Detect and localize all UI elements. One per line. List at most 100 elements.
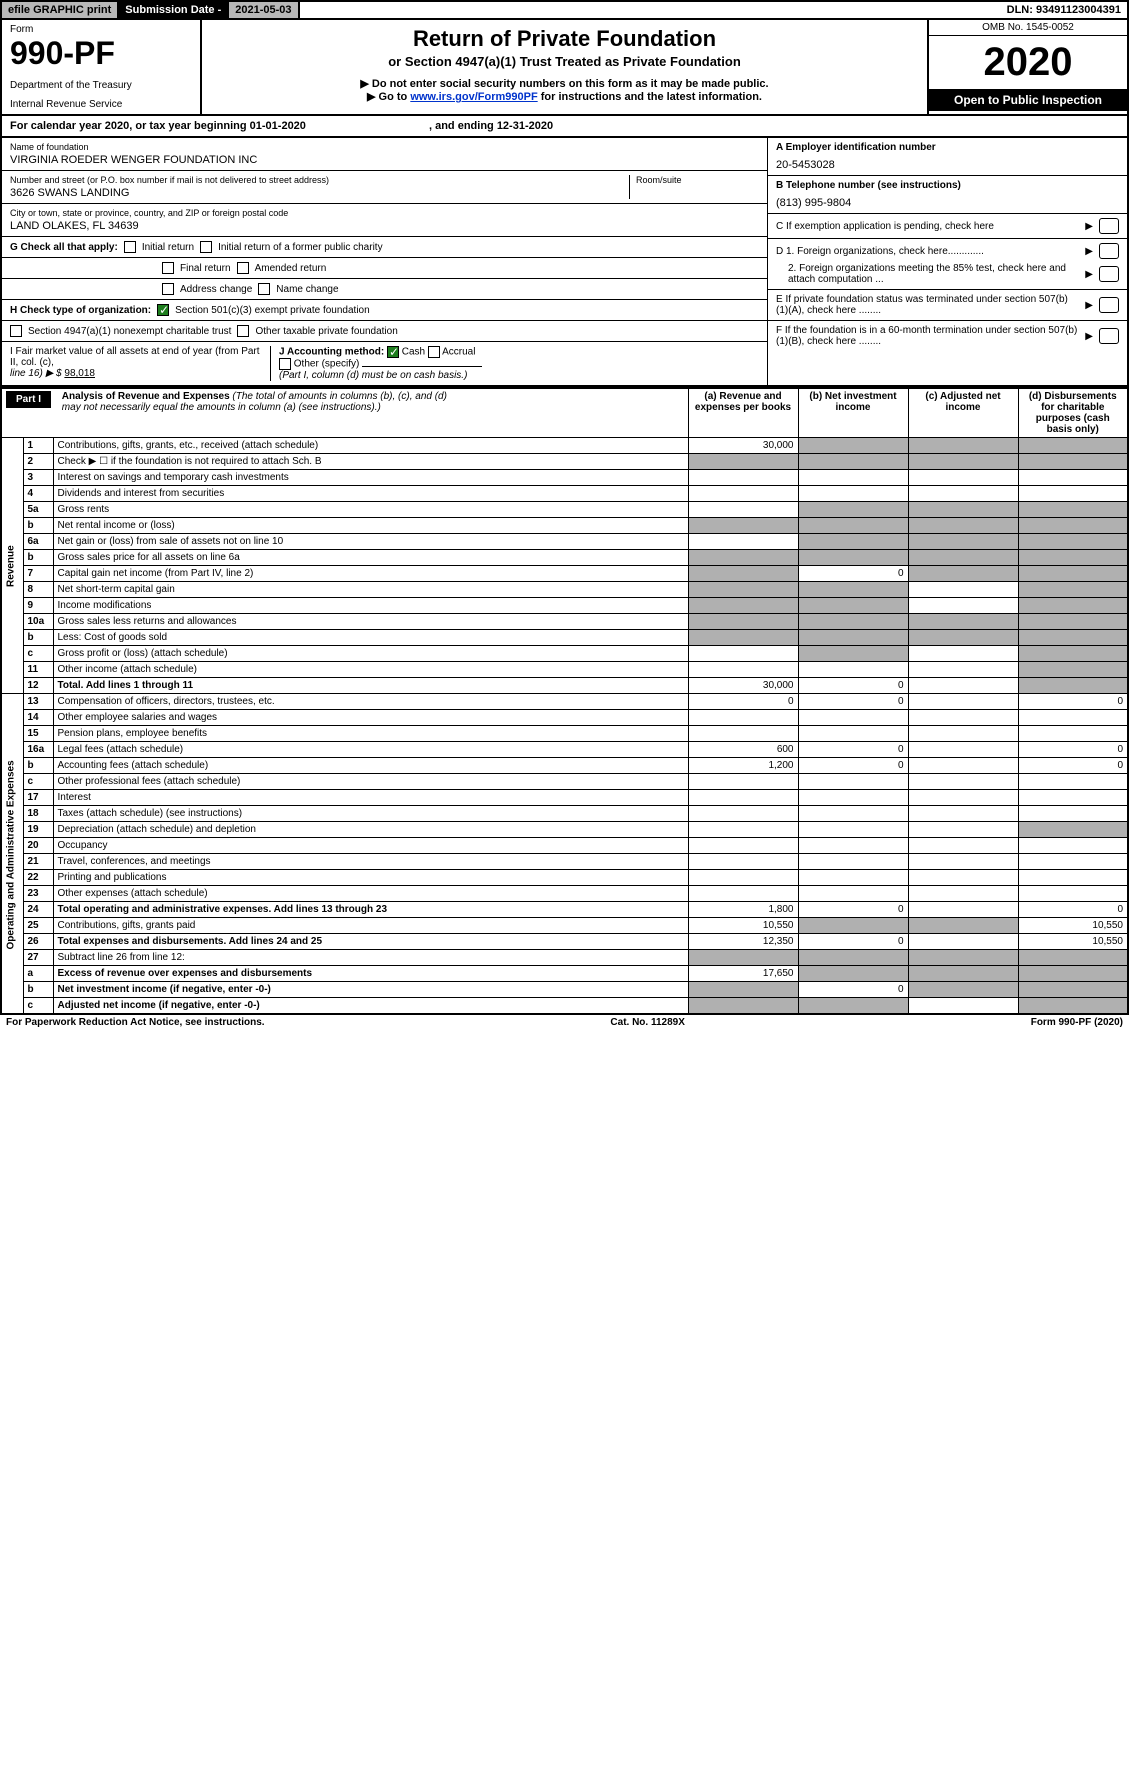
cell-a bbox=[688, 838, 798, 854]
row-number: 13 bbox=[23, 694, 53, 710]
cell-a bbox=[688, 710, 798, 726]
instr-1: ▶ Do not enter social security numbers o… bbox=[208, 77, 921, 90]
cell-c bbox=[908, 982, 1018, 998]
cell-c bbox=[908, 790, 1018, 806]
other-method-checkbox[interactable] bbox=[279, 358, 291, 370]
4947-checkbox[interactable] bbox=[10, 325, 22, 337]
efile-label: efile GRAPHIC print bbox=[2, 2, 119, 18]
instr-2: ▶ Go to www.irs.gov/Form990PF for instru… bbox=[208, 90, 921, 103]
other-taxable-checkbox[interactable] bbox=[237, 325, 249, 337]
city-label: City or town, state or province, country… bbox=[10, 208, 759, 218]
ein: 20-5453028 bbox=[776, 159, 1119, 171]
501c3-checkbox[interactable] bbox=[157, 304, 169, 316]
d1-checkbox[interactable] bbox=[1099, 243, 1119, 259]
cell-b bbox=[798, 774, 908, 790]
omb: OMB No. 1545-0052 bbox=[929, 20, 1127, 36]
cell-a bbox=[688, 582, 798, 598]
cell-b bbox=[798, 550, 908, 566]
cell-b bbox=[798, 582, 908, 598]
table-row: 16aLegal fees (attach schedule)60000 bbox=[1, 742, 1128, 758]
submission-date-value: 2021-05-03 bbox=[229, 2, 299, 18]
e-checkbox[interactable] bbox=[1099, 297, 1119, 313]
final-return-checkbox[interactable] bbox=[162, 262, 174, 274]
cell-c bbox=[908, 886, 1018, 902]
expenses-side-label: Operating and Administrative Expenses bbox=[1, 694, 23, 1015]
accrual-checkbox[interactable] bbox=[428, 346, 440, 358]
cell-b: 0 bbox=[798, 742, 908, 758]
row-label: Pension plans, employee benefits bbox=[53, 726, 688, 742]
identification-block: Name of foundation VIRGINIA ROEDER WENGE… bbox=[0, 138, 1129, 387]
c-label: C If exemption application is pending, c… bbox=[776, 221, 1079, 232]
room-label: Room/suite bbox=[636, 175, 759, 185]
g-check: G Check all that apply: Initial return I… bbox=[2, 237, 767, 258]
d2-checkbox[interactable] bbox=[1099, 266, 1119, 282]
cell-d bbox=[1018, 662, 1128, 678]
row-label: Dividends and interest from securities bbox=[53, 486, 688, 502]
cell-d bbox=[1018, 598, 1128, 614]
initial-return-checkbox[interactable] bbox=[124, 241, 136, 253]
cell-b bbox=[798, 838, 908, 854]
name-change-checkbox[interactable] bbox=[258, 283, 270, 295]
table-row: cOther professional fees (attach schedul… bbox=[1, 774, 1128, 790]
cell-a bbox=[688, 774, 798, 790]
row-number: 2 bbox=[23, 454, 53, 470]
row-label: Gross sales less returns and allowances bbox=[53, 614, 688, 630]
city: LAND OLAKES, FL 34639 bbox=[10, 220, 759, 232]
f-checkbox[interactable] bbox=[1099, 328, 1119, 344]
row-label: Capital gain net income (from Part IV, l… bbox=[53, 566, 688, 582]
irs-link[interactable]: www.irs.gov/Form990PF bbox=[410, 91, 537, 103]
cell-b: 0 bbox=[798, 566, 908, 582]
cell-a bbox=[688, 502, 798, 518]
j-block: J Accounting method: Cash Accrual Other … bbox=[270, 346, 759, 381]
cell-c bbox=[908, 950, 1018, 966]
cell-a bbox=[688, 822, 798, 838]
table-row: aExcess of revenue over expenses and dis… bbox=[1, 966, 1128, 982]
cell-b bbox=[798, 454, 908, 470]
table-row: 20Occupancy bbox=[1, 838, 1128, 854]
cell-d bbox=[1018, 982, 1128, 998]
cell-b bbox=[798, 534, 908, 550]
row-number: a bbox=[23, 966, 53, 982]
cell-d bbox=[1018, 502, 1128, 518]
row-label: Interest bbox=[53, 790, 688, 806]
cash-checkbox[interactable] bbox=[387, 346, 399, 358]
cell-a bbox=[688, 790, 798, 806]
footer-right: Form 990-PF (2020) bbox=[1031, 1017, 1123, 1028]
cell-d bbox=[1018, 950, 1128, 966]
cell-a: 30,000 bbox=[688, 438, 798, 454]
dln: DLN: 93491123004391 bbox=[1001, 2, 1127, 18]
cell-c bbox=[908, 934, 1018, 950]
table-row: 10aGross sales less returns and allowanc… bbox=[1, 614, 1128, 630]
c-checkbox[interactable] bbox=[1099, 218, 1119, 234]
row-number: 24 bbox=[23, 902, 53, 918]
row-number: 6a bbox=[23, 534, 53, 550]
address: 3626 SWANS LANDING bbox=[10, 187, 629, 199]
cell-b bbox=[798, 518, 908, 534]
irs: Internal Revenue Service bbox=[10, 99, 192, 110]
cell-c bbox=[908, 742, 1018, 758]
row-label: Subtract line 26 from line 12: bbox=[53, 950, 688, 966]
cell-c bbox=[908, 678, 1018, 694]
initial-former-checkbox[interactable] bbox=[200, 241, 212, 253]
row-number: 21 bbox=[23, 854, 53, 870]
cell-b bbox=[798, 854, 908, 870]
row-label: Net gain or (loss) from sale of assets n… bbox=[53, 534, 688, 550]
cell-d bbox=[1018, 838, 1128, 854]
row-label: Net short-term capital gain bbox=[53, 582, 688, 598]
cell-d bbox=[1018, 470, 1128, 486]
row-number: 5a bbox=[23, 502, 53, 518]
cell-c bbox=[908, 726, 1018, 742]
cell-c bbox=[908, 550, 1018, 566]
cell-d bbox=[1018, 822, 1128, 838]
amended-return-checkbox[interactable] bbox=[237, 262, 249, 274]
cell-c bbox=[908, 998, 1018, 1015]
address-change-checkbox[interactable] bbox=[162, 283, 174, 295]
row-label: Compensation of officers, directors, tru… bbox=[53, 694, 688, 710]
row-number: 16a bbox=[23, 742, 53, 758]
col-c: (c) Adjusted net income bbox=[908, 388, 1018, 438]
row-label: Contributions, gifts, grants, etc., rece… bbox=[53, 438, 688, 454]
cell-b: 0 bbox=[798, 694, 908, 710]
cell-b bbox=[798, 502, 908, 518]
cell-a: 30,000 bbox=[688, 678, 798, 694]
cell-d bbox=[1018, 774, 1128, 790]
